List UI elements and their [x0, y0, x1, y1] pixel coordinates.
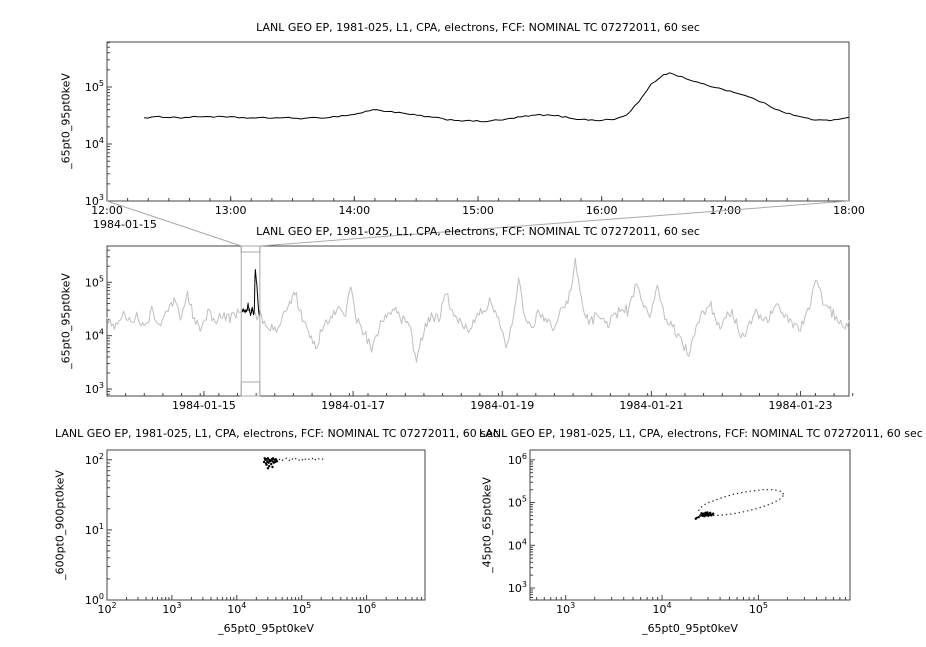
plot-frame	[106, 41, 850, 202]
log-tick-label: 103	[508, 580, 527, 595]
plot-timeseries-detail[interactable]: 12:00 13:00 14:00 15:00 16:00 17:00 18:0010310…	[85, 41, 865, 217]
plot1-context-date: 1984-01-15	[93, 218, 157, 231]
log-tick-label: 103	[85, 193, 104, 208]
axis-ticks	[530, 459, 846, 600]
series-event-trajectory	[278, 456, 324, 462]
series-electron-flux-overview	[106, 257, 850, 363]
log-tick-label: 103	[85, 381, 104, 396]
plot-frame	[106, 449, 426, 601]
series-layer	[694, 489, 785, 520]
plot-frame	[106, 245, 850, 397]
series-quiet-time-cluster	[262, 457, 279, 470]
log-tick-label: 103	[556, 601, 575, 616]
axis-tick-labels: 103 104 105 103 104 105 106	[508, 452, 768, 616]
log-tick-label: 105	[749, 601, 768, 616]
x-tick-label: 1984-01-21	[619, 399, 683, 412]
plot-frame	[529, 449, 851, 601]
plot4-ylabel: _45pt0_65pt0keV	[480, 477, 494, 573]
plot2-ylabel: _65pt0_95pt0keV	[59, 273, 73, 369]
x-tick-label: 15:00	[462, 204, 494, 217]
plot-scatter-600-900-vs-65-95[interactable]: 102 103 104 105 106 100 101 102	[85, 449, 426, 616]
log-tick-label: 102	[85, 452, 104, 467]
series-event-trajectory-loop	[698, 489, 785, 516]
plot3-xlabel: _65pt0_95pt0keV	[218, 622, 314, 635]
selection-top-handle[interactable]	[240, 245, 261, 253]
log-tick-label: 103	[162, 601, 181, 616]
series-quiet-time-cluster	[694, 511, 715, 520]
x-tick-label: 18:00	[833, 204, 865, 217]
plot-scatter-45-65-vs-65-95[interactable]: 103 104 105 103 104 105 106	[508, 449, 851, 616]
plot3-ylabel: _600pt0_900pt0keV	[53, 470, 67, 580]
series-layer	[106, 257, 850, 363]
axis-tick-labels: 1984-01-15 1984-01-17 1984-01-19 1984-01-21…	[85, 274, 833, 412]
context-overview-selection[interactable]	[240, 245, 261, 397]
log-tick-label: 105	[85, 79, 104, 94]
plot4-title: LANL GEO EP, 1981-025, L1, CPA, electron…	[479, 427, 923, 440]
log-tick-label: 104	[508, 537, 527, 552]
axis-ticks	[106, 459, 422, 601]
axis-tick-labels: 102 103 104 105 106 100 101 102	[85, 452, 376, 616]
plot2-title: LANL GEO EP, 1981-025, L1, CPA, electron…	[256, 225, 700, 238]
log-tick-label: 105	[292, 601, 311, 616]
log-tick-label: 106	[357, 601, 376, 616]
plot-timeseries-context[interactable]: 1984-01-15 1984-01-17 1984-01-19 1984-01-21…	[85, 245, 854, 412]
log-tick-label: 104	[227, 601, 246, 616]
log-tick-label: 105	[85, 274, 104, 289]
x-tick-label: 12:00	[91, 204, 123, 217]
plot4-xlabel: _65pt0_95pt0keV	[642, 622, 738, 635]
selection-bottom-handle[interactable]	[240, 381, 261, 397]
log-tick-label: 104	[85, 328, 104, 343]
log-tick-label: 104	[85, 136, 104, 151]
series-zoom-region-highlight	[241, 269, 261, 317]
plot3-title: LANL GEO EP, 1981-025, L1, CPA, electron…	[55, 427, 499, 440]
x-tick-label: 1984-01-23	[769, 399, 833, 412]
axis-ticks	[106, 42, 850, 202]
x-tick-label: 13:00	[215, 204, 247, 217]
x-tick-label: 1984-01-15	[172, 399, 236, 412]
x-tick-label: 16:00	[586, 204, 618, 217]
axis-tick-labels: 12:00 13:00 14:00 15:00 16:00 17:00 18:0010310…	[85, 79, 865, 217]
log-tick-label: 106	[508, 452, 527, 467]
series-electron-flux-65-95keV	[144, 72, 850, 123]
series-layer	[262, 456, 324, 470]
log-tick-label: 100	[85, 592, 104, 607]
context-overview-connector	[106, 200, 850, 247]
x-tick-label: 1984-01-19	[470, 399, 534, 412]
plot1-ylabel: _65pt0_95pt0keV	[59, 73, 73, 169]
log-tick-label: 101	[85, 522, 104, 537]
series-layer	[144, 72, 850, 123]
x-tick-label: 1984-01-17	[321, 399, 385, 412]
log-tick-label: 105	[508, 495, 527, 510]
axis-ticks	[106, 249, 854, 396]
x-tick-label: 14:00	[338, 204, 370, 217]
plot1-title: LANL GEO EP, 1981-025, L1, CPA, electron…	[256, 21, 700, 34]
log-tick-label: 102	[97, 601, 116, 616]
log-tick-label: 104	[653, 601, 672, 616]
